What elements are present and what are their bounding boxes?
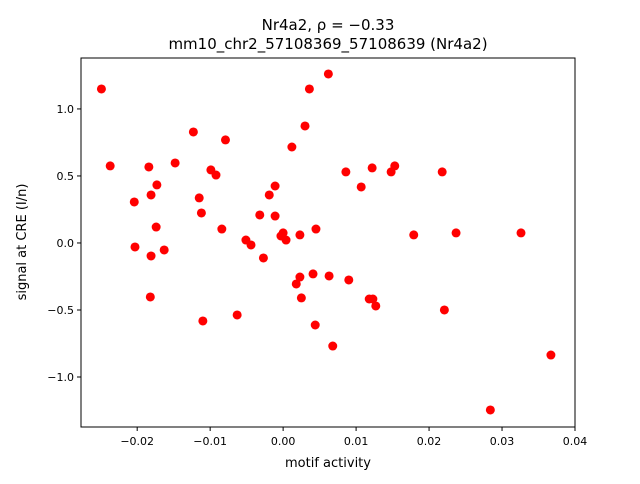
y-tick-label: −0.5 <box>47 304 74 317</box>
data-point-54 <box>437 167 447 177</box>
data-point-18 <box>220 135 230 145</box>
data-point-22 <box>246 240 256 250</box>
y-tick-label: 0.5 <box>57 170 75 183</box>
data-point-57 <box>485 405 495 415</box>
y-axis: −1.0 −0.5 0.0 0.5 1.0 <box>47 103 81 384</box>
data-point-24 <box>258 253 268 263</box>
data-point-23 <box>255 210 265 220</box>
data-point-34 <box>295 230 305 240</box>
x-tick-label: −0.01 <box>193 435 227 448</box>
data-point-31 <box>287 142 297 152</box>
data-point-59 <box>546 350 556 360</box>
x-axis: −0.02 −0.01 0.00 0.01 0.02 0.03 0.04 <box>120 427 587 448</box>
y-axis-label: signal at CRE (I/n) <box>15 184 30 301</box>
x-tick-label: 0.03 <box>490 435 515 448</box>
y-tick-label: 1.0 <box>57 103 75 116</box>
data-point-58 <box>516 228 526 238</box>
y-tick-label: −1.0 <box>47 371 74 384</box>
data-point-42 <box>324 271 334 281</box>
data-point-46 <box>356 182 366 192</box>
data-point-11 <box>170 158 180 168</box>
data-point-26 <box>270 181 280 191</box>
data-point-0 <box>96 84 106 94</box>
data-point-9 <box>145 292 155 302</box>
data-point-55 <box>439 305 449 315</box>
data-point-25 <box>264 190 274 200</box>
x-tick-label: −0.02 <box>120 435 154 448</box>
data-point-27 <box>270 211 280 221</box>
data-point-17 <box>211 170 221 180</box>
chart-title-line1: Nr4a2, ρ = −0.33 <box>262 16 395 34</box>
data-point-2 <box>129 197 139 207</box>
data-point-14 <box>196 208 206 218</box>
data-point-43 <box>328 341 338 351</box>
data-point-37 <box>304 84 314 94</box>
data-point-52 <box>390 161 400 171</box>
data-point-38 <box>308 269 318 279</box>
x-tick-label: 0.01 <box>344 435 369 448</box>
data-point-56 <box>451 228 461 238</box>
data-point-41 <box>323 69 333 79</box>
data-point-36 <box>300 121 310 131</box>
data-point-6 <box>152 180 162 190</box>
data-point-49 <box>368 294 378 304</box>
x-tick-label: 0.04 <box>563 435 588 448</box>
data-point-15 <box>198 316 208 326</box>
y-tick-label: 0.0 <box>57 237 75 250</box>
data-point-3 <box>130 242 140 252</box>
data-point-8 <box>146 251 156 261</box>
data-point-44 <box>341 167 351 177</box>
data-point-35 <box>296 293 306 303</box>
data-point-1 <box>105 161 115 171</box>
chart-title-line2: mm10_chr2_57108369_57108639 (Nr4a2) <box>168 35 487 54</box>
data-point-39 <box>310 320 320 330</box>
plot-frame <box>80 57 576 428</box>
data-point-19 <box>217 224 227 234</box>
data-point-32 <box>291 279 301 289</box>
data-point-4 <box>144 162 154 172</box>
x-tick-label: 0.02 <box>417 435 442 448</box>
data-point-20 <box>232 310 242 320</box>
data-point-5 <box>146 190 156 200</box>
data-point-30 <box>281 235 291 245</box>
x-axis-label: motif activity <box>285 456 371 471</box>
data-point-50 <box>371 301 381 311</box>
x-tick-label: 0.00 <box>271 435 296 448</box>
data-point-40 <box>311 224 321 234</box>
data-point-13 <box>194 193 204 203</box>
data-point-7 <box>151 222 161 232</box>
data-point-48 <box>367 163 377 173</box>
data-point-29 <box>278 228 288 238</box>
data-point-10 <box>159 245 169 255</box>
data-point-53 <box>409 230 419 240</box>
data-point-12 <box>188 127 198 137</box>
data-point-45 <box>344 275 354 285</box>
data-points <box>96 69 556 415</box>
data-point-33 <box>295 272 305 282</box>
